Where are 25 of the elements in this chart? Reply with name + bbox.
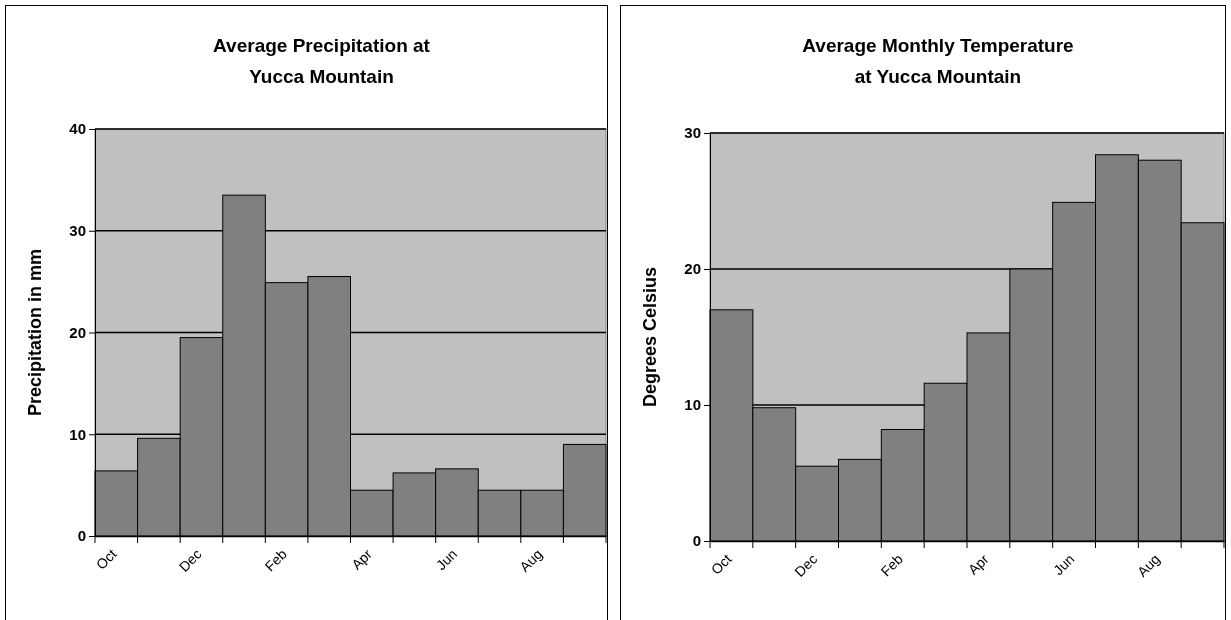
x-tick-label: Oct [707, 550, 735, 578]
x-tick-label: Oct [92, 545, 120, 573]
x-tick-label: Apr [964, 550, 992, 578]
x-tick-label: Feb [877, 550, 907, 580]
x-tick-label: Dec [175, 545, 205, 575]
y-tick-label: 0 [692, 532, 701, 550]
y-tick-label: 30 [684, 124, 701, 142]
x-tick-label: Aug [1134, 550, 1163, 580]
y-tick-label: 10 [684, 396, 701, 414]
x-tick-label: Feb [261, 545, 290, 575]
x-tick-label: Aug [516, 545, 546, 575]
y-axis-title: Degrees Celsius [640, 266, 660, 408]
y-axis-title: Precipitation in mm [25, 248, 45, 417]
y-tick-label: 20 [69, 323, 86, 341]
y-tick-label: 40 [69, 120, 86, 138]
x-tick-label: Jun [1050, 550, 1078, 579]
x-tick-label: Dec [791, 550, 821, 580]
y-tick-label: 10 [69, 425, 86, 443]
x-tick-label: Jun [432, 545, 461, 574]
y-tick-label: 20 [684, 260, 701, 278]
y-tick-label: 0 [77, 527, 86, 545]
chart-title: Average Precipitation at Yucca Mountain [213, 35, 431, 87]
x-tick-label: Apr [348, 545, 376, 573]
chart-title: Average Monthly Temperature at Yucca Mountain [802, 35, 1074, 87]
y-tick-label: 30 [69, 222, 86, 240]
